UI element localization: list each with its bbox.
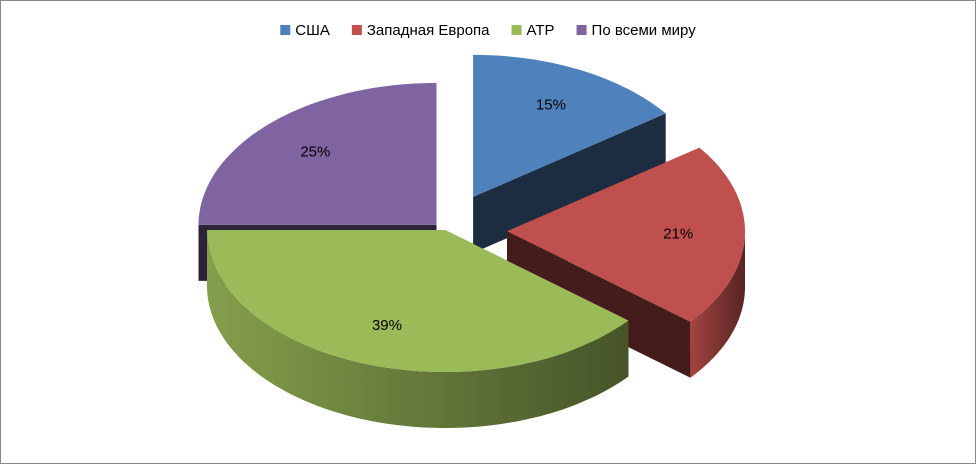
data-label: 15% [536, 97, 566, 114]
slice-side [507, 231, 691, 378]
legend-swatch [280, 25, 291, 35]
data-label: 39% [372, 317, 402, 334]
legend-label: Западная Европа [367, 22, 490, 39]
legend: США Западная Европа АТР По всеми миру [280, 22, 696, 39]
legend-label: По всеми миру [592, 22, 697, 39]
slice-side [207, 230, 629, 428]
legend-swatch [511, 25, 522, 35]
data-label: 25% [300, 144, 330, 161]
slice-side [690, 231, 745, 378]
legend-swatch [576, 25, 587, 35]
legend-label: АТР [527, 22, 555, 39]
data-label: 21% [663, 225, 693, 242]
slice [198, 82, 437, 225]
slice-side [473, 113, 666, 253]
legend-swatch [351, 25, 362, 35]
slice [507, 147, 745, 322]
slice [207, 230, 629, 372]
legend-label: США [295, 22, 330, 39]
slice [473, 54, 666, 197]
